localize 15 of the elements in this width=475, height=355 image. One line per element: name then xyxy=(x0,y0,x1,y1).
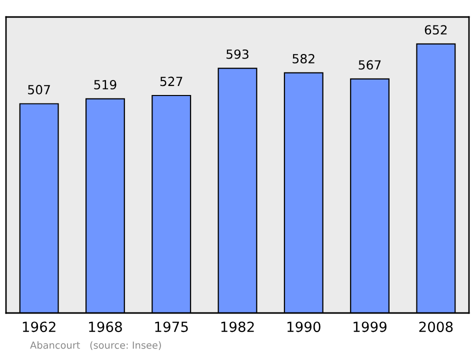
x-tick-label: 1975 xyxy=(155,322,188,332)
data-label: 652 xyxy=(424,25,447,35)
x-tick-label: 2008 xyxy=(419,322,453,332)
x-tick-label: 1968 xyxy=(89,322,122,332)
x-tick-label: 1990 xyxy=(287,322,320,332)
data-label: 582 xyxy=(292,54,314,64)
x-tick-label: 1962 xyxy=(22,322,56,332)
text: Abancourt (source: Insee) xyxy=(30,341,161,350)
x-tick-label: 1999 xyxy=(354,322,386,332)
x-tick-label: 1982 xyxy=(221,322,254,332)
data-label: 567 xyxy=(358,60,381,70)
data-label: 593 xyxy=(226,49,248,59)
data-label: 519 xyxy=(94,80,116,90)
data-label: 507 xyxy=(28,84,50,94)
data-label: 527 xyxy=(160,76,182,86)
